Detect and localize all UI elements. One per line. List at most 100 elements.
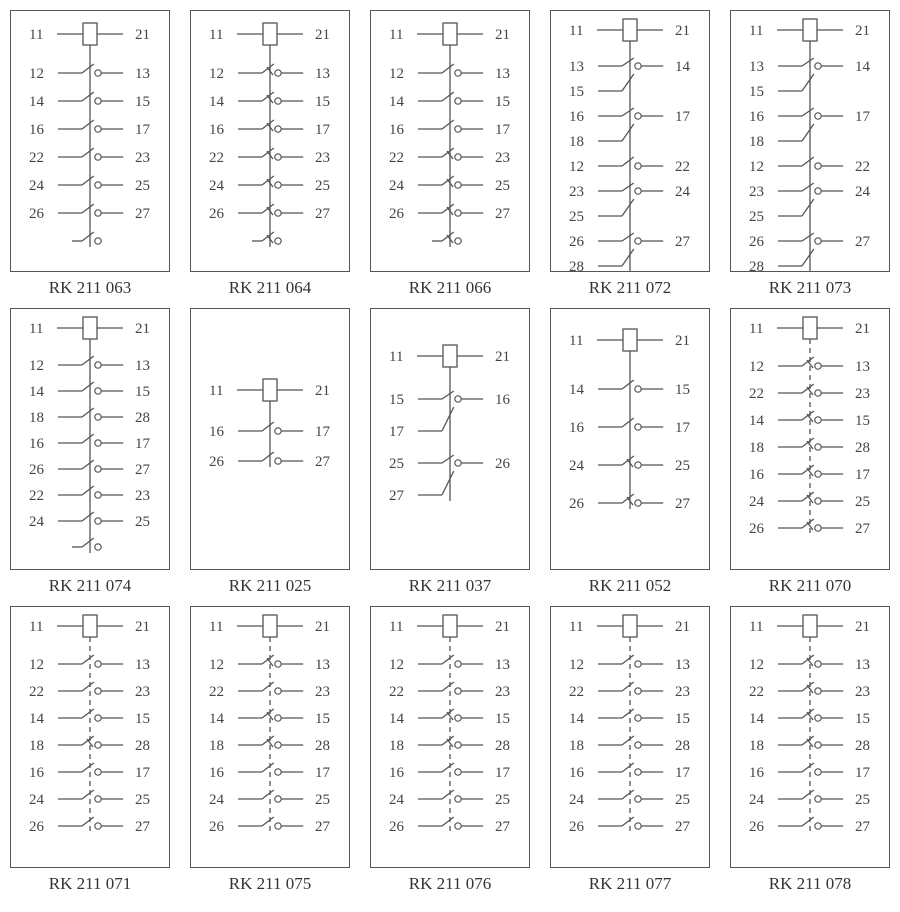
svg-text:12: 12 [569, 159, 584, 175]
svg-text:25: 25 [855, 494, 870, 510]
svg-text:12: 12 [749, 159, 764, 175]
svg-text:13: 13 [855, 359, 870, 375]
svg-text:23: 23 [135, 150, 150, 166]
svg-text:12: 12 [29, 358, 44, 374]
diagram-caption: RK 211 070 [769, 576, 852, 596]
diagram-cell: 112117162726RK 211 025 [185, 308, 355, 596]
svg-text:24: 24 [749, 792, 765, 808]
svg-text:25: 25 [135, 514, 150, 530]
svg-text:15: 15 [135, 94, 150, 110]
svg-text:27: 27 [495, 819, 511, 835]
svg-text:13: 13 [315, 66, 330, 82]
svg-text:14: 14 [749, 711, 765, 727]
svg-text:22: 22 [209, 684, 224, 700]
svg-text:15: 15 [135, 384, 150, 400]
svg-text:14: 14 [29, 711, 45, 727]
svg-text:25: 25 [389, 456, 404, 472]
svg-text:26: 26 [29, 462, 45, 478]
svg-text:11: 11 [749, 321, 763, 337]
diagram-box: 11211312232215142818171625242726 [730, 606, 890, 868]
svg-text:17: 17 [135, 765, 151, 781]
svg-text:25: 25 [855, 792, 870, 808]
svg-text:25: 25 [675, 458, 690, 474]
svg-text:24: 24 [389, 178, 405, 194]
svg-text:23: 23 [855, 386, 870, 402]
svg-text:23: 23 [315, 150, 330, 166]
svg-text:23: 23 [675, 684, 690, 700]
diagram-caption: RK 211 037 [409, 576, 492, 596]
svg-text:21: 21 [495, 349, 510, 365]
diagram-box: 1121131215141716232225242726 [10, 10, 170, 272]
svg-text:25: 25 [495, 792, 510, 808]
svg-text:28: 28 [495, 738, 510, 754]
svg-text:28: 28 [855, 440, 870, 456]
svg-text:15: 15 [855, 711, 870, 727]
diagram-caption: RK 211 072 [589, 278, 672, 298]
diagram-caption: RK 211 076 [409, 874, 492, 894]
svg-text:17: 17 [389, 424, 405, 440]
svg-text:21: 21 [675, 23, 690, 39]
svg-text:14: 14 [569, 711, 585, 727]
svg-text:16: 16 [389, 765, 405, 781]
svg-text:17: 17 [495, 122, 511, 138]
svg-text:21: 21 [135, 27, 150, 43]
svg-text:14: 14 [855, 59, 871, 75]
svg-text:18: 18 [389, 738, 404, 754]
diagram-cell: 1121131215141716232225242726RK 211 063 [5, 10, 175, 298]
svg-text:27: 27 [389, 488, 405, 504]
svg-text:26: 26 [389, 206, 405, 222]
svg-text:12: 12 [749, 657, 764, 673]
svg-text:21: 21 [675, 619, 690, 635]
svg-text:11: 11 [29, 619, 43, 635]
svg-text:23: 23 [749, 184, 764, 200]
svg-text:22: 22 [29, 488, 44, 504]
svg-text:11: 11 [209, 383, 223, 399]
svg-text:24: 24 [569, 458, 585, 474]
svg-text:22: 22 [29, 150, 44, 166]
svg-text:24: 24 [389, 792, 405, 808]
svg-text:28: 28 [315, 738, 330, 754]
svg-text:16: 16 [29, 122, 45, 138]
svg-text:27: 27 [675, 496, 691, 512]
svg-text:14: 14 [389, 711, 405, 727]
svg-text:15: 15 [569, 84, 584, 100]
svg-text:27: 27 [315, 454, 331, 470]
diagram-caption: RK 211 071 [49, 874, 132, 894]
svg-text:17: 17 [135, 436, 151, 452]
svg-text:23: 23 [569, 184, 584, 200]
svg-text:22: 22 [749, 386, 764, 402]
diagram-box: 1121131215141716232225242726 [370, 10, 530, 272]
svg-text:22: 22 [389, 684, 404, 700]
svg-text:13: 13 [749, 59, 764, 75]
svg-text:11: 11 [389, 619, 403, 635]
svg-text:28: 28 [749, 259, 764, 271]
svg-text:24: 24 [749, 494, 765, 510]
diagram-cell: 1121131215141716232225242726RK 211 064 [185, 10, 355, 298]
diagram-box: 1121161517262527 [370, 308, 530, 570]
svg-text:25: 25 [135, 178, 150, 194]
svg-text:23: 23 [855, 684, 870, 700]
svg-text:27: 27 [675, 234, 691, 250]
svg-text:21: 21 [315, 27, 330, 43]
diagram-caption: RK 211 077 [589, 874, 672, 894]
svg-text:25: 25 [569, 209, 584, 225]
diagram-cell: 11211312232215142818171625242726RK 211 0… [545, 606, 715, 894]
svg-text:28: 28 [135, 738, 150, 754]
svg-text:23: 23 [135, 684, 150, 700]
diagram-caption: RK 211 066 [409, 278, 492, 298]
svg-text:26: 26 [749, 819, 765, 835]
diagram-box: 11211312232215142818171625242726 [370, 606, 530, 868]
svg-text:13: 13 [315, 657, 330, 673]
svg-text:15: 15 [495, 94, 510, 110]
svg-text:21: 21 [135, 321, 150, 337]
svg-text:21: 21 [855, 321, 870, 337]
svg-text:11: 11 [569, 619, 583, 635]
svg-text:16: 16 [569, 109, 585, 125]
diagram-box: 1121131215141716232225242726 [190, 10, 350, 272]
diagram-box: 11211413151716182212242325272628 [730, 10, 890, 272]
svg-text:24: 24 [855, 184, 871, 200]
svg-text:25: 25 [675, 792, 690, 808]
svg-text:16: 16 [29, 436, 45, 452]
svg-text:26: 26 [749, 521, 765, 537]
svg-text:25: 25 [135, 792, 150, 808]
